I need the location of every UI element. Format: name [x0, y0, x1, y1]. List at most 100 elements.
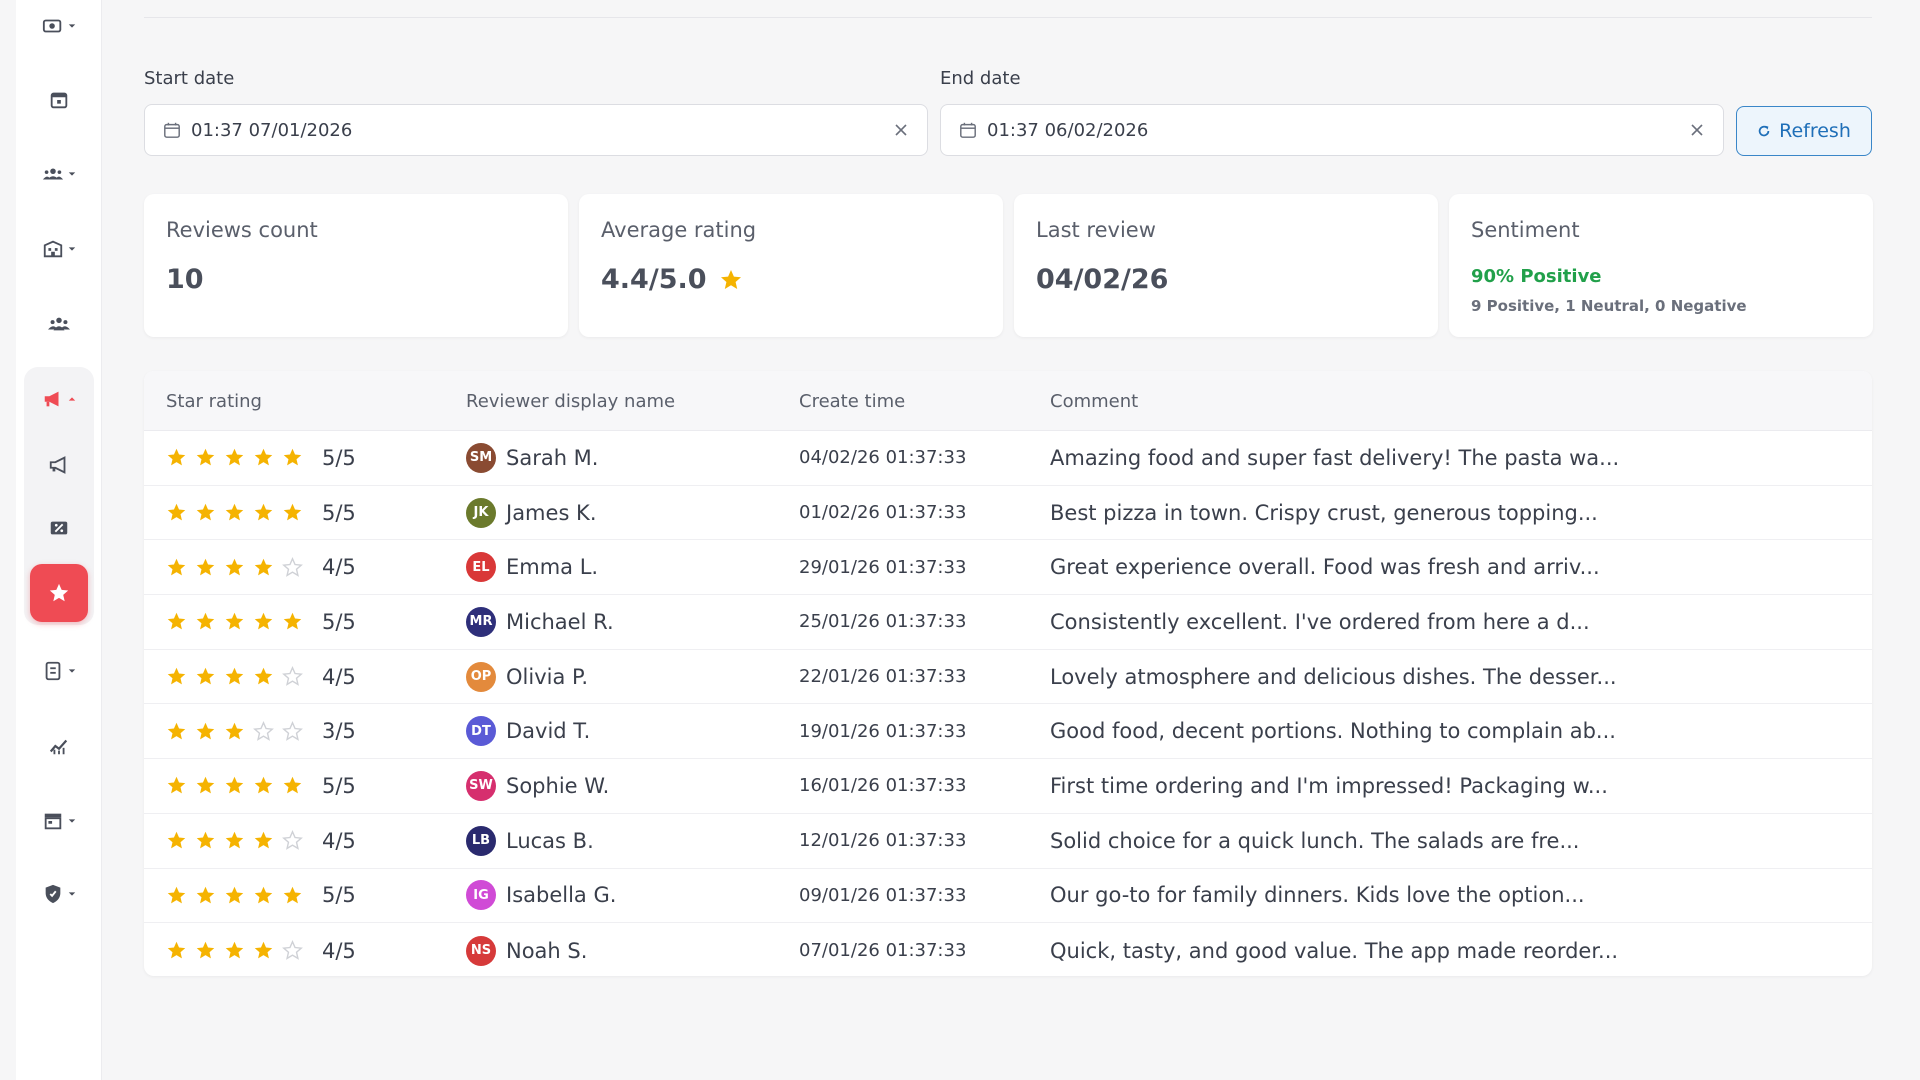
star-filled-icon — [167, 449, 186, 466]
star-filled-icon — [283, 613, 302, 630]
create-time: 01/02/26 01:37:33 — [799, 502, 967, 524]
star-rating — [166, 759, 303, 813]
sidebar-item-store[interactable] — [16, 797, 102, 845]
table-row[interactable]: 4/5 EL Emma L. 29/01/26 01:37:33 Great e… — [144, 540, 1872, 596]
end-date-input[interactable]: 01:37 06/02/2026 — [940, 104, 1724, 156]
reviewer-name: Emma L. — [506, 555, 599, 580]
star-filled-icon — [225, 667, 244, 685]
refresh-button[interactable]: Refresh — [1736, 106, 1872, 156]
reviews-count-label: Reviews count — [166, 218, 318, 242]
header-star-rating[interactable]: Star rating — [166, 391, 262, 412]
rating-text: 4/5 — [322, 664, 356, 689]
rating-text: 4/5 — [322, 828, 356, 853]
last-review-value: 04/02/26 — [1036, 264, 1169, 295]
comment: Best pizza in town. Crispy crust, genero… — [1050, 500, 1598, 525]
analytics-icon — [49, 739, 68, 755]
sidebar-item-announcements[interactable] — [16, 441, 102, 489]
sentiment-positive: 90% Positive — [1471, 266, 1602, 287]
sidebar-item-marketing[interactable] — [16, 375, 102, 423]
last-review-card: Last review 04/02/26 — [1014, 194, 1438, 337]
sidebar-item-customers[interactable] — [16, 150, 102, 198]
sidebar-item-reviews[interactable] — [30, 564, 88, 622]
table-row[interactable]: 5/5 SM Sarah M. 04/02/26 01:37:33 Amazin… — [144, 431, 1872, 486]
average-rating-value: 4.4/5.0 — [601, 264, 707, 295]
avatar: SM — [466, 442, 496, 473]
create-time: 04/02/26 01:37:33 — [799, 447, 967, 469]
table-row[interactable]: 4/5 LB Lucas B. 12/01/26 01:37:33 Solid … — [144, 814, 1872, 869]
star-filled-icon — [196, 777, 215, 794]
average-rating-row: 4.4/5.0 — [601, 264, 981, 295]
star-filled-icon — [167, 667, 186, 685]
star-filled-icon — [225, 886, 244, 904]
reviewer-name: David T. — [506, 719, 591, 744]
comment: First time ordering and I'm impressed! P… — [1050, 773, 1608, 798]
table-row[interactable]: 5/5 SW Sophie W. 16/01/26 01:37:33 First… — [144, 759, 1872, 814]
star-empty-icon — [282, 556, 303, 577]
last-review-label: Last review — [1036, 218, 1156, 242]
header-comment[interactable]: Comment — [1050, 391, 1139, 412]
table-row[interactable]: 5/5 IG Isabella G. 09/01/26 01:37:33 Our… — [144, 869, 1872, 924]
star-filled-icon — [254, 667, 273, 685]
star-filled-icon — [225, 558, 244, 576]
create-time: 29/01/26 01:37:33 — [799, 556, 967, 578]
reviewer-name: Noah S. — [506, 938, 588, 963]
create-time: 12/01/26 01:37:33 — [799, 830, 967, 852]
comment: Quick, tasty, and good value. The app ma… — [1050, 938, 1619, 963]
close-icon[interactable] — [893, 122, 909, 138]
star-filled-icon — [225, 722, 244, 740]
sidebar-item-documents[interactable] — [16, 647, 102, 695]
star-rating — [166, 650, 303, 704]
sidebar-item-calendar[interactable] — [16, 76, 102, 124]
star-filled-icon — [225, 831, 244, 849]
rating-text: 5/5 — [322, 883, 356, 908]
star-rating — [166, 540, 303, 594]
reviewer: SW Sophie W. — [466, 759, 609, 813]
sidebar-item-team[interactable] — [16, 300, 102, 348]
star-filled-icon — [254, 941, 273, 959]
average-rating-label: Average rating — [601, 218, 757, 242]
create-time: 07/01/26 01:37:33 — [799, 940, 967, 962]
end-date-value: 01:37 06/02/2026 — [987, 119, 1149, 141]
create-time: 19/01/26 01:37:33 — [799, 720, 967, 742]
table-row[interactable]: 4/5 OP Olivia P. 22/01/26 01:37:33 Lovel… — [144, 650, 1872, 705]
rating-text: 5/5 — [322, 773, 356, 798]
star-filled-icon — [196, 886, 215, 904]
chevron-down-icon — [68, 24, 76, 28]
document-icon — [45, 661, 61, 681]
close-icon[interactable] — [1689, 122, 1705, 138]
star-icon — [49, 583, 69, 602]
comment: Good food, decent portions. Nothing to c… — [1050, 719, 1616, 744]
star-filled-icon — [225, 449, 244, 466]
sidebar-item-analytics[interactable] — [16, 722, 102, 770]
table-row[interactable]: 5/5 JK James K. 01/02/26 01:37:33 Best p… — [144, 486, 1872, 541]
table-row[interactable]: 5/5 MR Michael R. 25/01/26 01:37:33 Cons… — [144, 595, 1872, 650]
chevron-down-icon — [68, 172, 76, 176]
reviews-count-value: 10 — [166, 264, 204, 295]
table-row[interactable]: 4/5 NS Noah S. 07/01/26 01:37:33 Quick, … — [144, 923, 1872, 976]
start-date-input[interactable]: 01:37 07/01/2026 — [144, 104, 928, 156]
sidebar-item-payments[interactable] — [16, 2, 102, 50]
create-time: 22/01/26 01:37:33 — [799, 666, 967, 688]
rating-text: 4/5 — [322, 555, 356, 580]
discount-icon — [50, 521, 68, 535]
sidebar-item-security[interactable] — [16, 870, 102, 918]
reviewer: DT David T. — [466, 704, 590, 758]
rating-text: 5/5 — [322, 500, 356, 525]
header-reviewer[interactable]: Reviewer display name — [466, 391, 676, 412]
create-time: 25/01/26 01:37:33 — [799, 611, 967, 633]
top-divider — [144, 17, 1872, 18]
end-date-label: End date — [940, 68, 1021, 89]
sidebar-item-buildings[interactable] — [16, 225, 102, 273]
chevron-up-icon — [68, 397, 76, 401]
reviewer: OP Olivia P. — [466, 650, 588, 704]
table-row[interactable]: 3/5 DT David T. 19/01/26 01:37:33 Good f… — [144, 704, 1872, 760]
create-time: 09/01/26 01:37:33 — [799, 884, 967, 906]
chevron-down-icon — [68, 892, 76, 896]
sidebar-item-discounts[interactable] — [16, 504, 102, 552]
header-create-time[interactable]: Create time — [799, 391, 906, 412]
sentiment-card: Sentiment 90% Positive 9 Positive, 1 Neu… — [1449, 194, 1873, 337]
sentiment-label: Sentiment — [1471, 218, 1580, 242]
comment: Great experience overall. Food was fresh… — [1050, 555, 1600, 580]
star-filled-icon — [283, 503, 302, 521]
reviewer-name: Sarah M. — [506, 445, 599, 470]
